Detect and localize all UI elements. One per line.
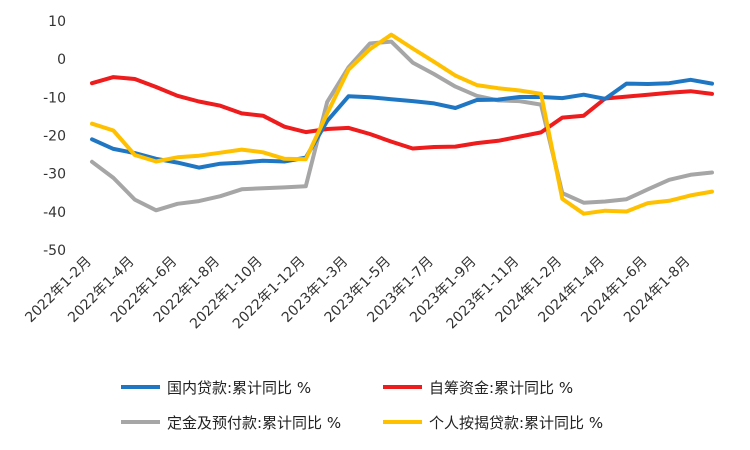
x-axis: 2022年1-2月2022年1-4月2022年1-6月2022年1-8月2022… [22,254,693,333]
series-line-2 [90,39,714,213]
legend-label-1: 自筹资金:累计同比 % [429,379,573,397]
series-layer [90,32,714,216]
legend-label-2: 定金及预付款:累计同比 % [167,414,341,432]
legend-label-3: 个人按揭贷款:累计同比 % [429,414,603,432]
y-tick-label: -10 [43,90,66,106]
y-axis: 10 0 -10 -20 -30 -40 -50 [43,14,66,259]
y-tick-label: 0 [57,52,66,68]
y-tick-label: 10 [48,14,66,30]
y-tick-label: -50 [43,243,66,259]
y-tick-label: -20 [43,129,66,145]
y-tick-label: -40 [43,205,66,221]
series-line-0 [90,77,714,170]
legend-label-0: 国内贷款:累计同比 % [167,379,311,397]
series-line-3 [90,32,714,216]
y-tick-label: -30 [43,167,66,183]
legend: 国内贷款:累计同比 % 自筹资金:累计同比 % 定金及预付款:累计同比 % 个人按揭贷… [121,379,603,432]
